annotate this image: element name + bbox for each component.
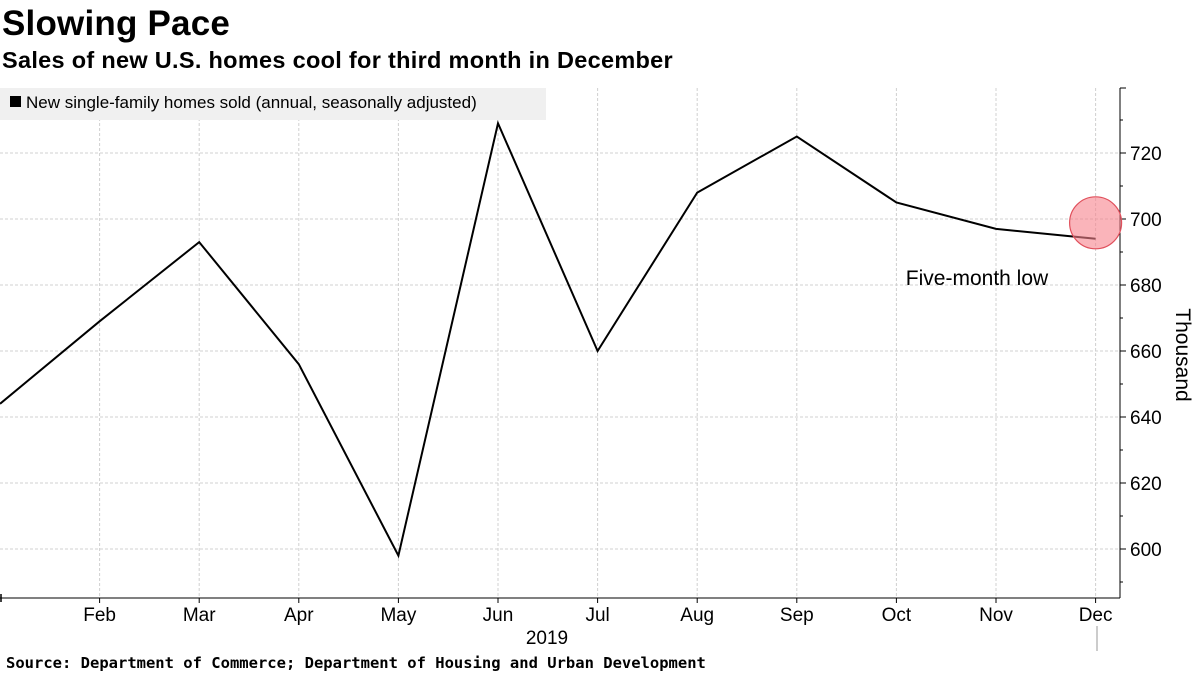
- legend-label: New single-family homes sold (annual, se…: [26, 93, 477, 112]
- annotation-label: Five-month low: [906, 267, 1049, 290]
- highlight-circle: [1068, 196, 1123, 250]
- legend-box: [0, 88, 546, 120]
- x-tick-label: Dec: [1079, 605, 1113, 626]
- x-year-label: 2019: [526, 628, 568, 649]
- x-tick-label: Aug: [680, 605, 714, 626]
- y-axis-title: Thousand: [1171, 308, 1194, 401]
- x-tick-label: Apr: [284, 605, 314, 626]
- source-note: Source: Department of Commerce; Departme…: [6, 654, 706, 672]
- y-tick-label: 680: [1130, 276, 1162, 297]
- y-tick-label: 620: [1130, 474, 1162, 495]
- axes: 600 620 640 660 680 700 720 Feb Mar Apr May Jun Jul A…: [0, 87, 1194, 651]
- y-tick-label: 700: [1130, 210, 1162, 231]
- x-tick-label: Mar: [183, 605, 216, 626]
- y-tick-label: 720: [1130, 144, 1162, 165]
- chart-title: Slowing Pace: [2, 4, 231, 43]
- x-tick-label: Jun: [483, 605, 514, 626]
- x-tick-label: May: [380, 605, 416, 626]
- chart-subtitle: Sales of new U.S. homes cool for third m…: [2, 47, 673, 73]
- y-tick-label: 660: [1130, 342, 1162, 363]
- x-tick-label: Feb: [83, 605, 116, 626]
- series-line: [0, 120, 1096, 559]
- annotations: Five-month low: [906, 196, 1123, 290]
- y-tick-label: 640: [1130, 408, 1162, 429]
- legend-swatch: [10, 96, 21, 107]
- series-marks: [0, 120, 1096, 559]
- x-tick-label: Sep: [780, 605, 814, 626]
- x-tick-label: Oct: [882, 605, 912, 626]
- x-tick-label: Nov: [979, 605, 1013, 626]
- legend: New single-family homes sold (annual, se…: [0, 88, 546, 120]
- y-tick-label: 600: [1130, 540, 1162, 561]
- gridlines: [0, 88, 1120, 598]
- x-tick-label: Jul: [585, 605, 609, 626]
